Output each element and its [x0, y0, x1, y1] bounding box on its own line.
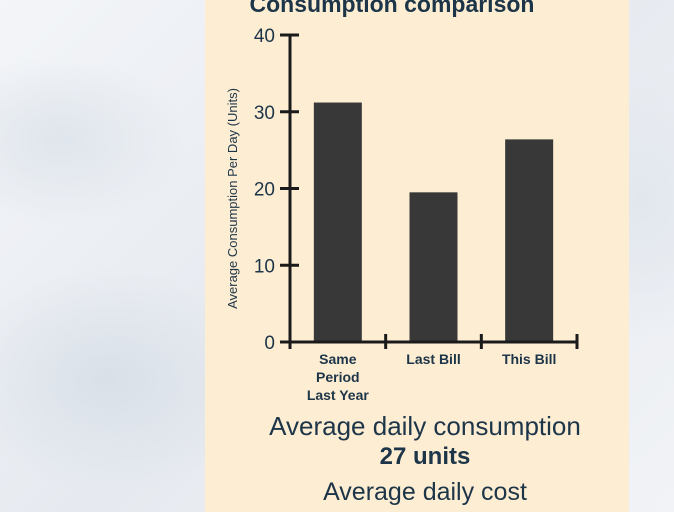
avg-consumption-label: Average daily consumption: [269, 411, 581, 441]
bar: [409, 192, 458, 342]
x-tick-label: Last Bill: [406, 351, 460, 367]
avg-consumption-value: 27 units: [379, 443, 471, 470]
bar-chart: 0 10 20 30 40 Same Period Last Year Last Bill Thi…: [225, 26, 579, 403]
y-tick-label: 40: [254, 26, 275, 47]
bar: [313, 102, 362, 342]
y-axis-label: Average Consumption Per Day (Units): [225, 88, 240, 309]
y-tick-label: 30: [254, 103, 275, 124]
y-tick-label: 20: [254, 180, 275, 201]
bar: [505, 139, 554, 342]
chart-title: Consumption comparison: [249, 0, 535, 17]
y-tick-label: 0: [264, 333, 275, 354]
x-tick-label: This Bill: [502, 351, 556, 367]
y-tick-label: 10: [254, 256, 275, 277]
avg-cost-label: Average daily cost: [323, 478, 527, 506]
x-tick-label: Same Period Last Year: [307, 351, 370, 403]
